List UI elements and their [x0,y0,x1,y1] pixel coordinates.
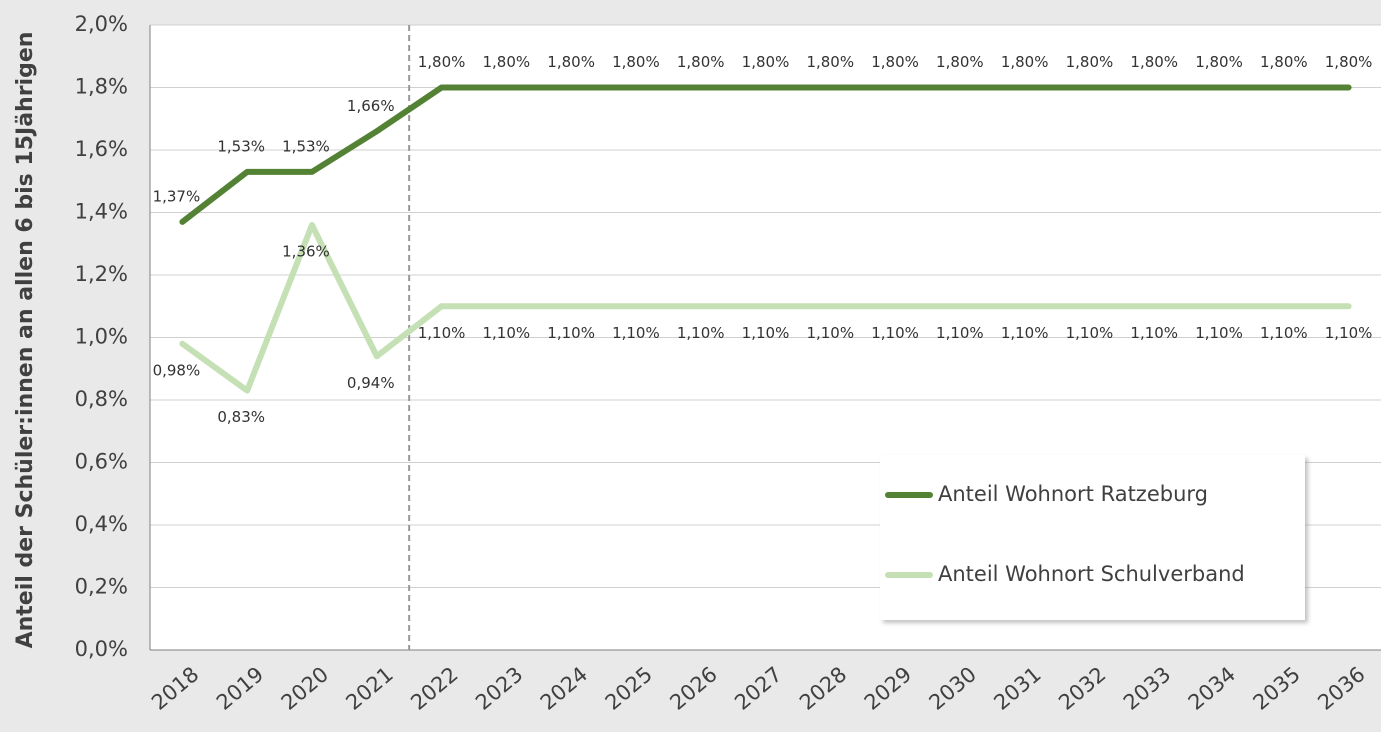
data-label: 1,10% [936,324,984,342]
data-label: 1,80% [1001,53,1049,71]
data-label: 1,10% [742,324,790,342]
data-label: 1,10% [547,324,595,342]
y-tick-label: 1,6% [75,137,128,161]
x-tick-label: 2021 [341,662,397,715]
y-tick-label: 1,8% [75,75,128,99]
data-label: 1,80% [677,53,725,71]
x-tick-label: 2027 [730,662,786,715]
y-axis-label: Anteil der Schüler:innen an allen 6 bis … [13,32,38,649]
legend-box [880,455,1305,620]
legend-label: Anteil Wohnort Schulverband [938,562,1245,586]
data-label: 1,10% [806,324,854,342]
x-tick-label: 2031 [989,662,1045,715]
data-label: 1,10% [1130,324,1178,342]
y-tick-label: 0,6% [75,450,128,474]
x-tick-label: 2024 [536,662,592,715]
data-label: 1,10% [1325,324,1373,342]
data-label: 1,80% [936,53,984,71]
data-label: 1,80% [483,53,531,71]
data-label: 0,83% [217,408,265,426]
x-tick-label: 2025 [601,662,657,715]
x-tick-label: 2029 [860,662,916,715]
x-tick-label: 2019 [212,662,268,715]
data-label: 1,80% [742,53,790,71]
data-label: 0,94% [347,374,395,392]
x-tick-label: 2035 [1249,662,1305,715]
data-label: 1,80% [806,53,854,71]
data-label: 1,53% [282,137,330,155]
data-label: 1,10% [483,324,531,342]
legend-label: Anteil Wohnort Ratzeburg [938,482,1208,506]
y-tick-label: 1,2% [75,262,128,286]
data-label: 1,80% [871,53,919,71]
x-tick-label: 2023 [471,662,527,715]
x-tick-label: 2020 [277,662,333,715]
series-line [179,222,1352,394]
data-label: 1,80% [1325,53,1373,71]
x-tick-label: 2030 [925,662,981,715]
data-label: 1,80% [1195,53,1243,71]
x-tick-label: 2018 [147,662,203,715]
x-tick-label: 2034 [1184,662,1240,715]
y-tick-label: 1,4% [75,200,128,224]
data-label: 1,10% [1066,324,1114,342]
data-label: 1,80% [1260,53,1308,71]
data-label: 1,53% [217,137,265,155]
data-label: 1,80% [418,53,466,71]
x-tick-label: 2028 [795,662,851,715]
data-label: 1,80% [547,53,595,71]
data-label: 1,10% [1001,324,1049,342]
data-label: 1,10% [1195,324,1243,342]
x-tick-label: 2026 [665,662,721,715]
data-label: 1,36% [282,243,330,261]
y-tick-label: 1,0% [75,325,128,349]
y-tick-label: 0,0% [75,637,128,661]
data-label: 1,37% [153,187,201,205]
x-tick-label: 2036 [1313,662,1369,715]
data-label: 1,10% [871,324,919,342]
y-tick-label: 0,4% [75,512,128,536]
y-tick-label: 0,2% [75,575,128,599]
x-tick-label: 2033 [1119,662,1175,715]
data-label: 1,10% [418,324,466,342]
series-line [179,84,1352,225]
x-tick-label: 2032 [1054,662,1110,715]
data-label: 1,66% [347,97,395,115]
data-label: 1,80% [1066,53,1114,71]
data-label: 1,10% [612,324,660,342]
data-label: 1,80% [612,53,660,71]
y-tick-label: 2,0% [75,12,128,36]
x-tick-label: 2022 [406,662,462,715]
data-label: 1,10% [677,324,725,342]
data-label: 1,80% [1130,53,1178,71]
data-label: 0,98% [153,361,201,379]
y-tick-label: 0,8% [75,387,128,411]
data-label: 1,10% [1260,324,1308,342]
